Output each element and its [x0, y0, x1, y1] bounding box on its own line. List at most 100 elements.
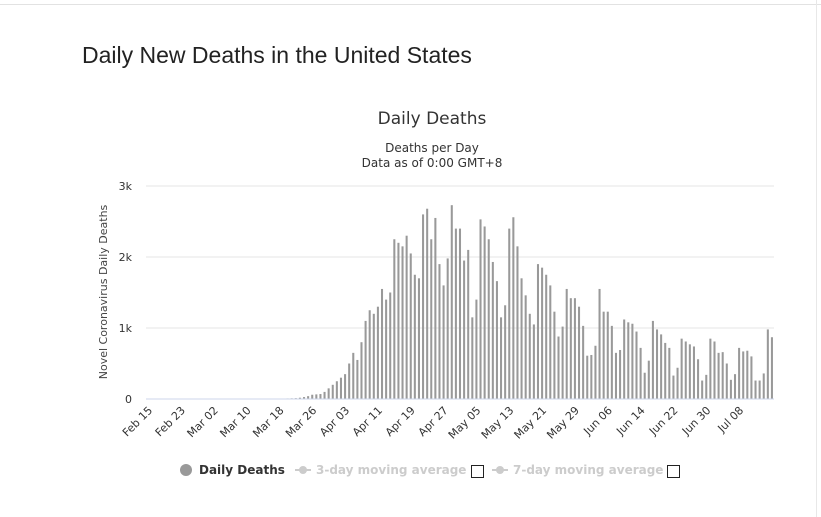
bar: [733, 374, 737, 399]
bar: [569, 298, 572, 399]
bar: [688, 344, 691, 399]
y-tick-label: 3k: [119, 180, 133, 193]
bar: [672, 375, 675, 399]
bar: [405, 235, 408, 399]
bar: [536, 264, 540, 399]
bar: [725, 363, 728, 399]
bar: [541, 267, 544, 399]
bar: [742, 351, 745, 399]
bar: [376, 306, 379, 399]
bar: [413, 274, 416, 399]
bar: [417, 278, 420, 399]
bar: [590, 354, 593, 399]
x-tick-label: May 29: [544, 404, 582, 442]
bar: [766, 329, 769, 399]
bar: [647, 360, 650, 399]
bar: [692, 346, 695, 399]
bar: [627, 322, 630, 399]
bar: [495, 281, 498, 399]
y-axis-title: Novel Coronavirus Daily Deaths: [97, 204, 110, 379]
bar: [339, 377, 342, 399]
bar: [319, 394, 322, 399]
bar: [770, 337, 773, 399]
legend-item-3-day-average[interactable]: 3-day moving average: [295, 463, 484, 478]
bar: [651, 320, 654, 399]
bar: [475, 299, 478, 399]
bar: [487, 239, 490, 399]
x-tick-label: Mar 02: [185, 404, 221, 440]
bar: [512, 217, 515, 399]
bar: [516, 246, 519, 399]
bar: [602, 311, 605, 399]
bar: [578, 306, 581, 399]
bar: [389, 292, 392, 399]
bar: [504, 305, 507, 399]
bar: [442, 285, 445, 399]
x-tick-label: Mar 18: [250, 404, 286, 440]
bar: [331, 384, 334, 399]
bar: [561, 326, 564, 399]
bar: [758, 380, 761, 399]
bar: [380, 288, 384, 399]
bar: [557, 336, 560, 399]
bar: [500, 317, 503, 399]
bar: [352, 352, 355, 399]
legend-marker-7-day: [496, 466, 504, 474]
legend-checkbox-3-day[interactable]: [471, 465, 484, 478]
bar: [582, 325, 585, 399]
bar: [463, 260, 466, 399]
bar: [721, 352, 724, 399]
bar: [660, 334, 663, 399]
right-divider: [816, 0, 817, 517]
legend-item-daily-deaths[interactable]: Daily Deaths: [180, 463, 285, 477]
bar: [606, 311, 609, 399]
bar: [458, 228, 462, 399]
legend-item-7-day-average[interactable]: 7-day moving average: [492, 463, 680, 478]
chart-subtitle: Deaths per Day: [385, 141, 479, 155]
bar: [409, 253, 412, 399]
bar: [422, 214, 425, 399]
bar: [508, 228, 511, 399]
bar: [467, 249, 470, 399]
bar: [344, 374, 347, 399]
legend-marker-3-day: [299, 466, 307, 474]
bar: [594, 345, 597, 399]
legend: Daily Deaths 3-day moving average 7-day …: [180, 463, 680, 478]
x-tick-label: May 21: [512, 404, 550, 442]
bar: [479, 219, 482, 399]
bar: [401, 246, 404, 399]
x-tick-label: Mar 26: [283, 404, 319, 440]
y-tick-label: 2k: [119, 251, 133, 264]
bar: [619, 350, 622, 399]
legend-label-daily-deaths: Daily Deaths: [199, 463, 285, 477]
bar: [664, 342, 667, 399]
bar: [446, 258, 449, 399]
bar: [438, 264, 441, 399]
bar: [701, 380, 704, 399]
chart-data-timestamp: Data as of 0:00 GMT+8: [362, 156, 503, 170]
bar: [639, 347, 642, 399]
page-title: Daily New Deaths in the United States: [82, 42, 472, 68]
legend-checkbox-7-day[interactable]: [667, 465, 680, 478]
bar: [705, 374, 708, 399]
x-tick-label: Apr 19: [383, 404, 418, 439]
bar: [307, 396, 310, 399]
bar: [471, 317, 474, 399]
bar: [684, 341, 687, 399]
bar: [598, 288, 601, 399]
y-tick-label: 1k: [119, 322, 133, 335]
x-tick-label: Feb 23: [153, 404, 188, 439]
x-tick-label: Mar 10: [217, 404, 253, 440]
bar: [335, 381, 338, 399]
bar: [528, 313, 531, 399]
x-tick-label: Apr 03: [317, 404, 352, 439]
x-tick-label: Jun 22: [646, 404, 680, 438]
chart-title: Daily Deaths: [378, 109, 487, 129]
bar: [385, 299, 388, 399]
x-tick-label: Feb 15: [120, 404, 155, 439]
bar: [738, 347, 741, 399]
bar: [713, 341, 716, 399]
bar: [643, 372, 646, 399]
bar: [754, 380, 757, 399]
